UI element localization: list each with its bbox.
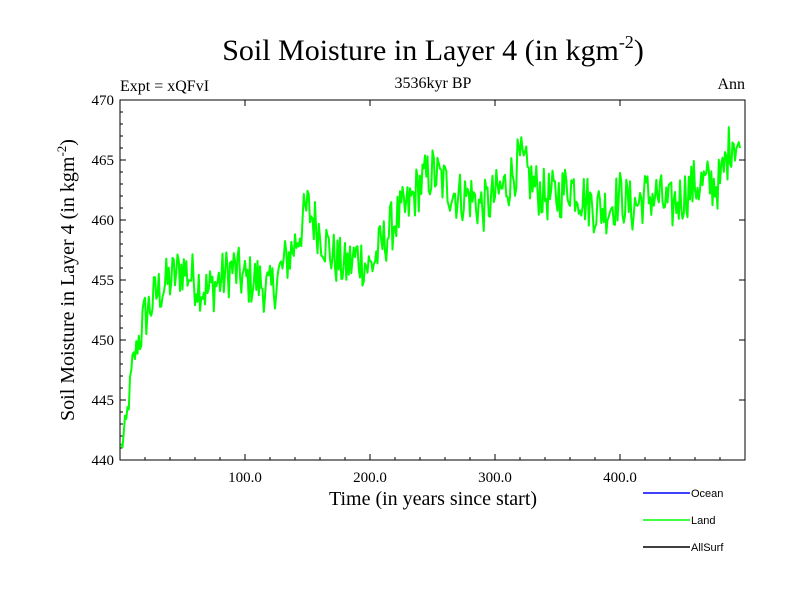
series-line-land xyxy=(120,126,741,449)
legend-label: Land xyxy=(691,515,715,527)
x-axis: 100.0 200.0 300.0 400.0 xyxy=(144,100,721,486)
x-tick-label: 400.0 xyxy=(603,470,637,486)
y-tick-label: 455 xyxy=(92,273,115,289)
y-tick-label: 460 xyxy=(92,213,115,229)
x-axis-label: Time (in years since start) xyxy=(329,488,537,510)
chart-title: Soil Moisture in Layer 4 (in kgm-2) xyxy=(222,32,644,67)
x-tick-label: 100.0 xyxy=(228,470,262,486)
season-label: Ann xyxy=(717,76,745,93)
series-group xyxy=(120,126,741,449)
y-tick-label: 440 xyxy=(92,453,115,469)
legend: Ocean Land AllSurf xyxy=(643,488,724,554)
legend-label: Ocean xyxy=(691,488,723,500)
y-tick-label: 465 xyxy=(92,153,115,169)
y-axis: 440 445 450 455 460 465 470 xyxy=(92,93,745,469)
x-tick-label: 200.0 xyxy=(353,470,387,486)
x-tick-label: 300.0 xyxy=(478,470,512,486)
chart-subtitle: 3536kyr BP xyxy=(395,75,472,92)
legend-label: AllSurf xyxy=(691,542,724,554)
y-tick-label: 445 xyxy=(92,393,115,409)
y-tick-label: 450 xyxy=(92,333,115,349)
y-axis-label: Soil Moisture in Layer 4 (in kgm-2) xyxy=(54,139,79,421)
expt-label: Expt = xQFvI xyxy=(120,78,209,95)
y-tick-label: 470 xyxy=(92,93,115,109)
